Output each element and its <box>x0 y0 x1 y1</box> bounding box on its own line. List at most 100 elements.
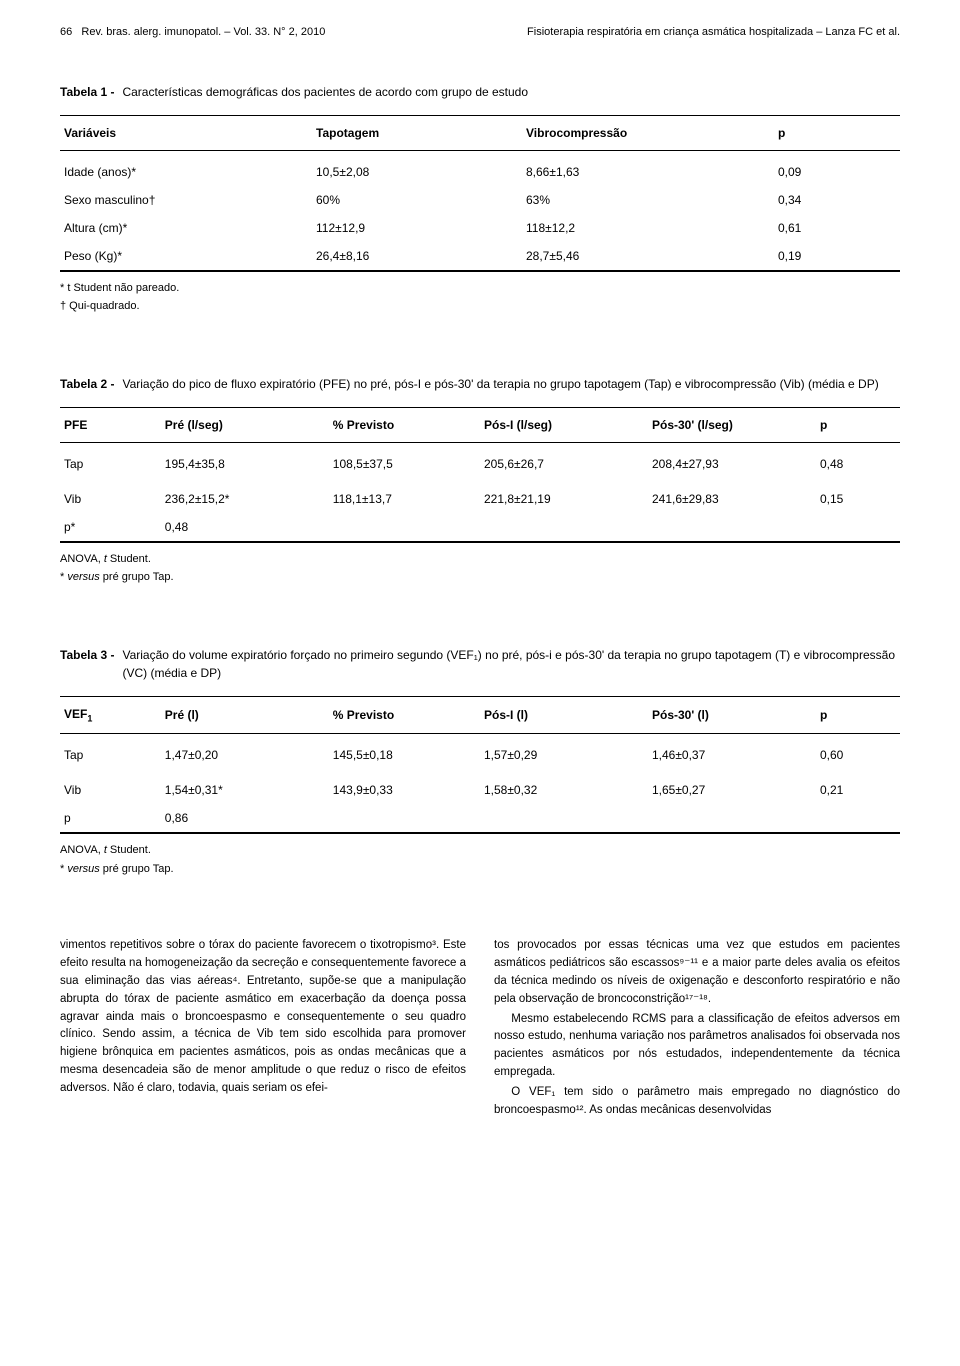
table-3-footnotes: ANOVA, t Student. * versus pré grupo Tap… <box>60 833 900 877</box>
col-header: Vibrocompressão <box>522 115 774 150</box>
table-2-grid: PFE Pré (l/seg) % Previsto Pós-I (l/seg)… <box>60 407 900 542</box>
cell: Tap <box>60 442 161 478</box>
cell: 10,5±2,08 <box>312 150 522 186</box>
cell <box>480 513 648 542</box>
col-header: p <box>816 696 900 734</box>
table-2-footnotes: ANOVA, t Student. * versus pré grupo Tap… <box>60 542 900 586</box>
cell: 0,19 <box>774 242 900 271</box>
cell: 112±12,9 <box>312 214 522 242</box>
table-2-title: Tabela 2 - Variação do pico de fluxo exp… <box>60 375 900 393</box>
body-paragraph: Mesmo estabelecendo RCMS para a classifi… <box>494 1011 900 1082</box>
table-2-caption: Variação do pico de fluxo expiratório (P… <box>122 375 878 393</box>
cell: 108,5±37,5 <box>329 442 480 478</box>
body-right-column: tos provocados por essas técnicas uma ve… <box>494 937 900 1119</box>
table-3-title: Tabela 3 - Variação do volume expiratóri… <box>60 646 900 682</box>
table-header-row: Variáveis Tapotagem Vibrocompressão p <box>60 115 900 150</box>
cell: 241,6±29,83 <box>648 478 816 513</box>
cell: 8,66±1,63 <box>522 150 774 186</box>
cell: 0,61 <box>774 214 900 242</box>
cell: 0,48 <box>161 513 329 542</box>
table-row: Tap 195,4±35,8 108,5±37,5 205,6±26,7 208… <box>60 442 900 478</box>
footnote: * t Student não pareado. <box>60 280 900 297</box>
cell <box>329 513 480 542</box>
col-header: Pós-I (l/seg) <box>480 407 648 442</box>
cell: Tap <box>60 734 161 770</box>
footnote: * versus pré grupo Tap. <box>60 569 900 586</box>
cell: 208,4±27,93 <box>648 442 816 478</box>
cell: Peso (Kg)* <box>60 242 312 271</box>
body-paragraph: O VEF₁ tem sido o parâmetro mais emprega… <box>494 1084 900 1120</box>
cell: 1,58±0,32 <box>480 769 648 804</box>
cell: 60% <box>312 186 522 214</box>
journal-name: Rev. bras. alerg. imunopatol. – Vol. 33.… <box>81 26 325 38</box>
cell: 0,09 <box>774 150 900 186</box>
footnote: * versus pré grupo Tap. <box>60 861 900 878</box>
table-2-prefix: Tabela 2 - <box>60 375 114 393</box>
table-1-prefix: Tabela 1 - <box>60 83 114 101</box>
cell: 143,9±0,33 <box>329 769 480 804</box>
col-header: PFE <box>60 407 161 442</box>
table-3-caption: Variação do volume expiratório forçado n… <box>122 646 900 682</box>
body-left-column: vimentos repetitivos sobre o tórax do pa… <box>60 937 466 1119</box>
col-header: Pós-I (l) <box>480 696 648 734</box>
cell: 118,1±13,7 <box>329 478 480 513</box>
cell <box>816 513 900 542</box>
table-row: p 0,86 <box>60 804 900 833</box>
cell <box>480 804 648 833</box>
cell: 1,57±0,29 <box>480 734 648 770</box>
cell <box>648 513 816 542</box>
col-header: Tapotagem <box>312 115 522 150</box>
table-1-footnotes: * t Student não pareado. † Qui-quadrado. <box>60 271 900 315</box>
table-3-grid: VEF1 Pré (l) % Previsto Pós-I (l) Pós-30… <box>60 696 900 834</box>
cell: 221,8±21,19 <box>480 478 648 513</box>
table-1-title: Tabela 1 - Características demográficas … <box>60 83 900 101</box>
table-row: Sexo masculino† 60% 63% 0,34 <box>60 186 900 214</box>
cell: p <box>60 804 161 833</box>
cell: 205,6±26,7 <box>480 442 648 478</box>
cell: Sexo masculino† <box>60 186 312 214</box>
cell: 0,48 <box>816 442 900 478</box>
table-header-row: PFE Pré (l/seg) % Previsto Pós-I (l/seg)… <box>60 407 900 442</box>
cell: 1,54±0,31* <box>161 769 329 804</box>
footnote: † Qui-quadrado. <box>60 298 900 315</box>
cell: 0,60 <box>816 734 900 770</box>
table-1-caption: Características demográficas dos pacient… <box>122 83 528 101</box>
col-header: Pós-30' (l/seg) <box>648 407 816 442</box>
footnote: ANOVA, t Student. <box>60 842 900 859</box>
cell: 1,46±0,37 <box>648 734 816 770</box>
table-row: p* 0,48 <box>60 513 900 542</box>
cell: 1,65±0,27 <box>648 769 816 804</box>
cell: p* <box>60 513 161 542</box>
table-3: Tabela 3 - Variação do volume expiratóri… <box>60 646 900 878</box>
table-row: Tap 1,47±0,20 145,5±0,18 1,57±0,29 1,46±… <box>60 734 900 770</box>
body-paragraph: vimentos repetitivos sobre o tórax do pa… <box>60 937 466 1097</box>
cell: Idade (anos)* <box>60 150 312 186</box>
cell: 118±12,2 <box>522 214 774 242</box>
table-row: Vib 236,2±15,2* 118,1±13,7 221,8±21,19 2… <box>60 478 900 513</box>
col-header: % Previsto <box>329 696 480 734</box>
cell: 195,4±35,8 <box>161 442 329 478</box>
col-header: VEF1 <box>60 696 161 734</box>
cell: 28,7±5,46 <box>522 242 774 271</box>
cell: 145,5±0,18 <box>329 734 480 770</box>
col-header: % Previsto <box>329 407 480 442</box>
cell: 236,2±15,2* <box>161 478 329 513</box>
page-number: 66 <box>60 26 72 38</box>
col-header: p <box>774 115 900 150</box>
table-row: Vib 1,54±0,31* 143,9±0,33 1,58±0,32 1,65… <box>60 769 900 804</box>
cell: 63% <box>522 186 774 214</box>
table-row: Altura (cm)* 112±12,9 118±12,2 0,61 <box>60 214 900 242</box>
page-header: 66 Rev. bras. alerg. imunopatol. – Vol. … <box>60 24 900 41</box>
table-header-row: VEF1 Pré (l) % Previsto Pós-I (l) Pós-30… <box>60 696 900 734</box>
cell <box>329 804 480 833</box>
col-header: p <box>816 407 900 442</box>
cell <box>816 804 900 833</box>
col-header: Pós-30' (l) <box>648 696 816 734</box>
table-row: Idade (anos)* 10,5±2,08 8,66±1,63 0,09 <box>60 150 900 186</box>
cell: 0,34 <box>774 186 900 214</box>
table-row: Peso (Kg)* 26,4±8,16 28,7±5,46 0,19 <box>60 242 900 271</box>
header-right: Fisioterapia respiratória em criança asm… <box>527 24 900 41</box>
header-left: 66 Rev. bras. alerg. imunopatol. – Vol. … <box>60 24 325 41</box>
cell: 26,4±8,16 <box>312 242 522 271</box>
cell: Altura (cm)* <box>60 214 312 242</box>
